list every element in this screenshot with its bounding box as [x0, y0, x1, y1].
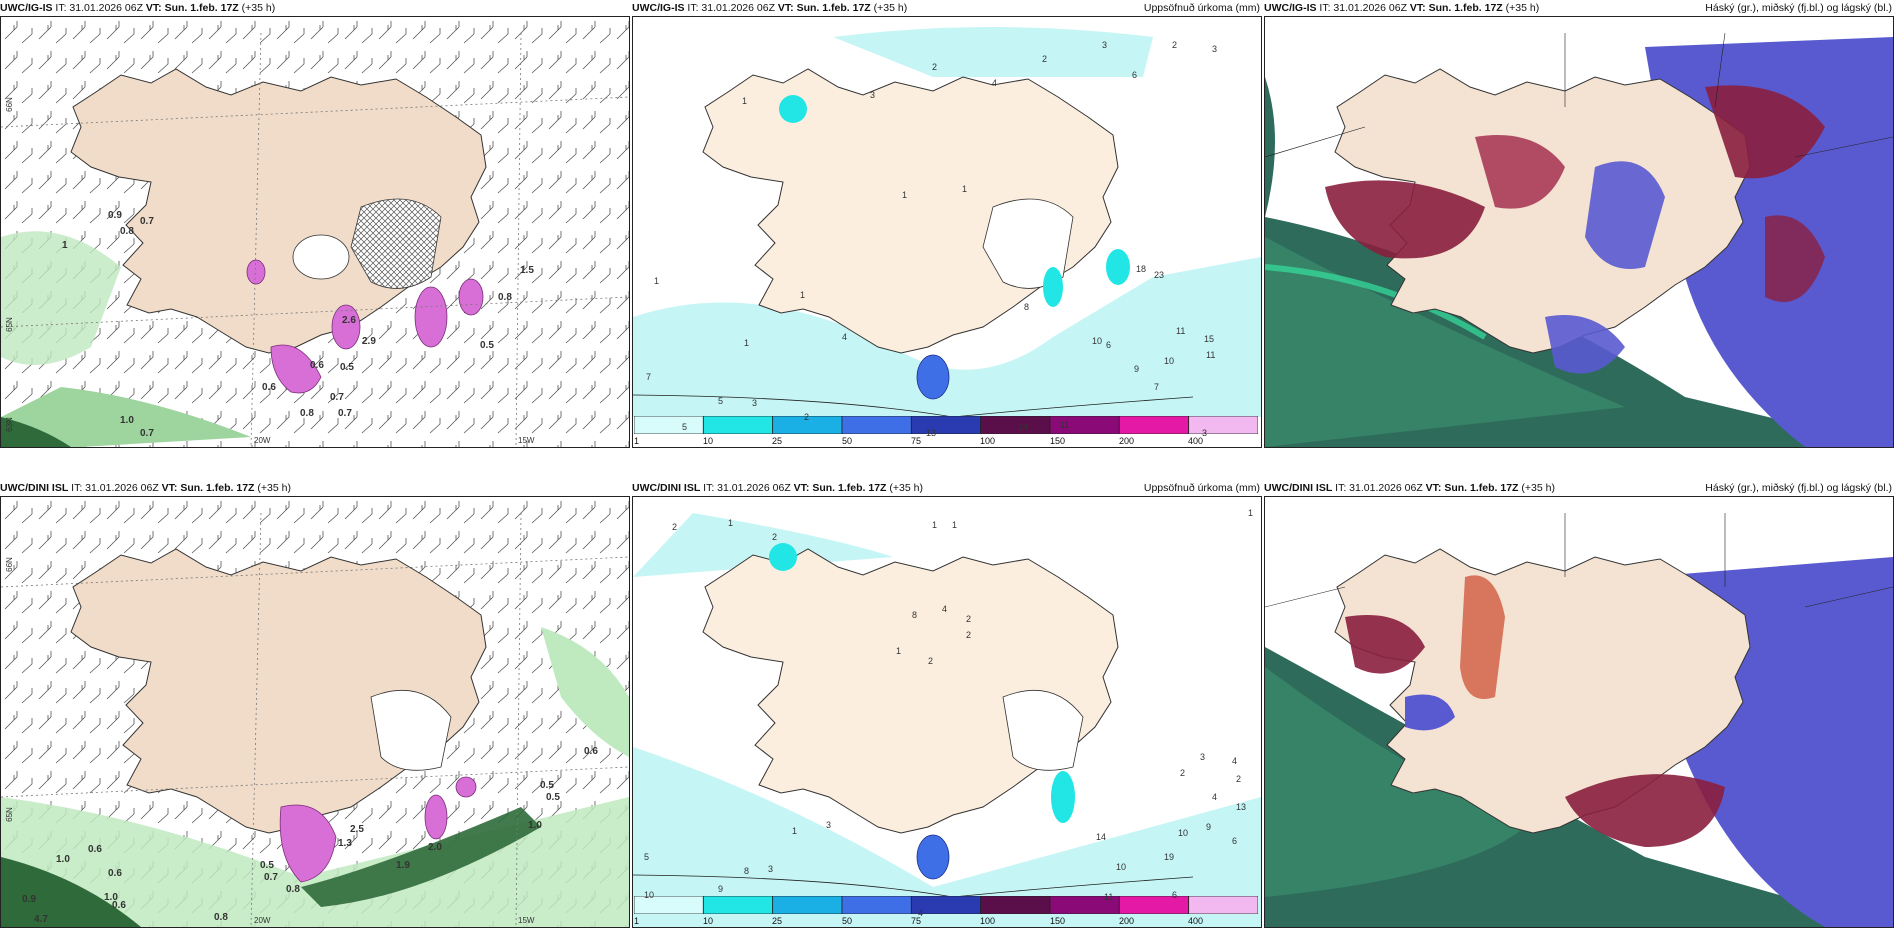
lat-label-65n: 65N [4, 317, 14, 332]
lat-label-63n: 63N [4, 417, 14, 432]
panel-igis-clouds: UWC/IG-IS IT: 31.01.2026 06Z VT: Sun. 1.… [1264, 0, 1894, 448]
colorbar [634, 896, 1258, 914]
lon-label-15w: 15W [518, 916, 535, 925]
colorbar-segment [1188, 896, 1258, 914]
panel-dini-clouds: UWC/DINI ISL IT: 31.01.2026 06Z VT: Sun.… [1264, 480, 1894, 928]
panel-dini-precip: UWC/DINI ISL IT: 31.01.2026 06Z VT: Sun.… [632, 480, 1262, 928]
lat-label-66n: 66N [4, 97, 14, 112]
cloud-map [1265, 17, 1893, 447]
colorbar-segment [910, 416, 982, 434]
map-frame [632, 496, 1262, 928]
panel-igis-precip: UWC/IG-IS IT: 31.01.2026 06Z VT: Sun. 1.… [632, 0, 1262, 448]
panel-dini-wind: UWC/DINI ISL IT: 31.01.2026 06Z VT: Sun.… [0, 480, 630, 928]
lon-label-20w: 20W [254, 916, 271, 925]
precip-map [633, 497, 1261, 927]
colorbar-segment [772, 896, 843, 914]
wind-precip-map [1, 17, 629, 447]
map-frame [1264, 496, 1894, 928]
colorbar [634, 416, 1258, 434]
colorbar-segment [1118, 896, 1190, 914]
colorbar-segment [702, 416, 774, 434]
panel-title: UWC/DINI ISL IT: 31.01.2026 06Z VT: Sun.… [632, 482, 1260, 494]
colorbar-segment [841, 896, 912, 914]
map-frame [1264, 16, 1894, 448]
lon-label-15w: 15W [518, 436, 535, 445]
panel-title: UWC/IG-IS IT: 31.01.2026 06Z VT: Sun. 1.… [0, 2, 276, 14]
lat-label-65n: 65N [4, 807, 14, 822]
lat-label-66n: 66N [4, 557, 14, 572]
panel-title: UWC/DINI ISL IT: 31.01.2026 06Z VT: Sun.… [1264, 482, 1892, 494]
colorbar-segment [980, 896, 1051, 914]
lon-label-20w: 20W [254, 436, 271, 445]
colorbar-segment [634, 416, 704, 434]
colorbar-segment [702, 896, 774, 914]
panel-title: UWC/IG-IS IT: 31.01.2026 06Z VT: Sun. 1.… [632, 2, 1260, 14]
panel-igis-wind: UWC/IG-IS IT: 31.01.2026 06Z VT: Sun. 1.… [0, 0, 630, 448]
map-frame [0, 16, 630, 448]
colorbar-segment [980, 416, 1051, 434]
colorbar-segment [841, 416, 912, 434]
precip-map [633, 17, 1261, 447]
cloud-map [1265, 497, 1893, 927]
panel-title: UWC/IG-IS IT: 31.01.2026 06Z VT: Sun. 1.… [1264, 2, 1892, 14]
wind-precip-map [1, 497, 629, 927]
colorbar-segment [1188, 416, 1258, 434]
colorbar-segment [1118, 416, 1190, 434]
panel-title: UWC/DINI ISL IT: 31.01.2026 06Z VT: Sun.… [0, 482, 291, 494]
map-frame [0, 496, 630, 928]
map-frame [632, 16, 1262, 448]
